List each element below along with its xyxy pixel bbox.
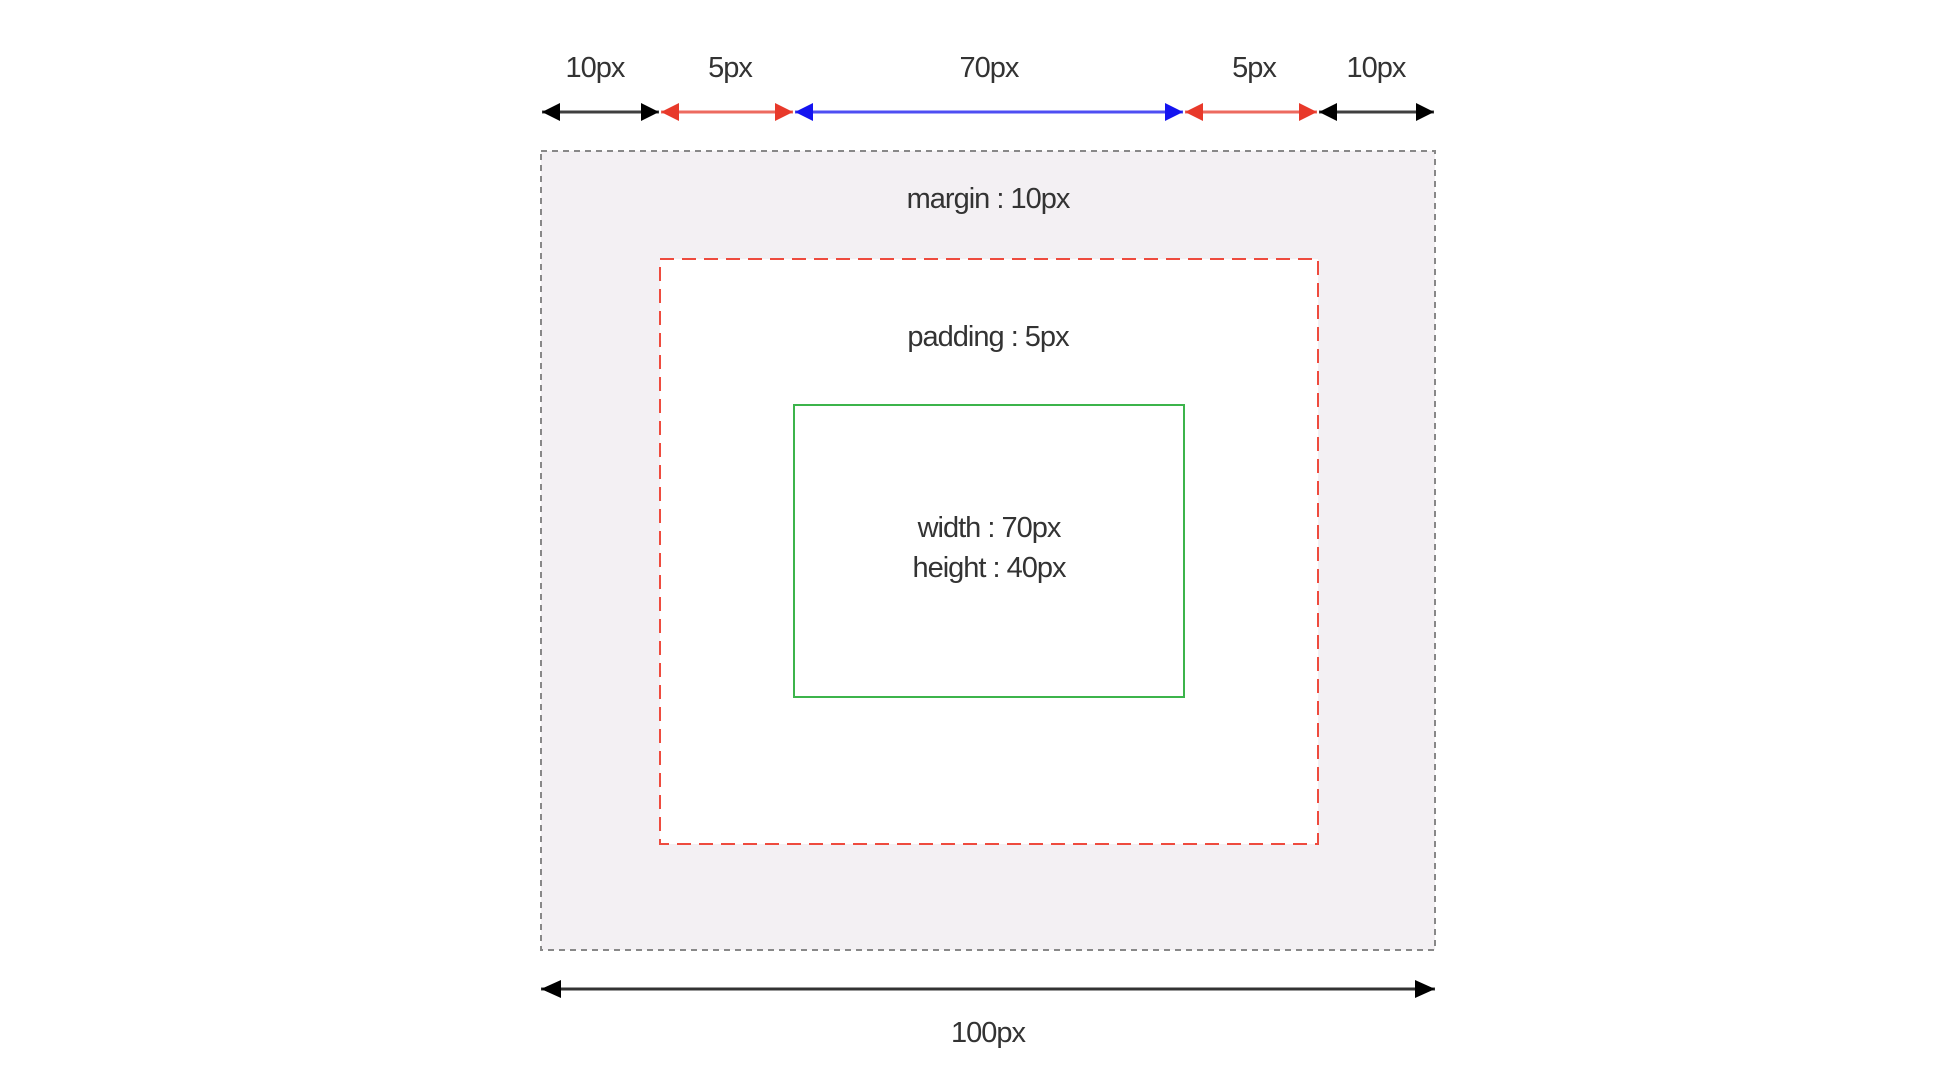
margin-label: margin : 10px: [907, 183, 1071, 215]
dimension-arrow-2: 70px: [795, 52, 1183, 121]
content-height-label: height : 40px: [912, 552, 1067, 584]
dimension-arrow-4: 10px: [1319, 52, 1434, 121]
dimension-arrow-1: 5px: [661, 52, 793, 121]
content-box: [793, 404, 1185, 698]
dimension-arrow-0: 10px: [542, 52, 659, 121]
dimension-label-1: 5px: [708, 52, 753, 84]
dimension-label-0: 10px: [566, 52, 626, 84]
padding-label: padding : 5px: [907, 321, 1070, 353]
dimension-label-4: 10px: [1347, 52, 1407, 84]
dimension-label-3: 5px: [1232, 52, 1277, 84]
dimension-label-2: 70px: [960, 52, 1020, 84]
total-width-arrow: [541, 980, 1435, 998]
content-width-label: width : 70px: [917, 512, 1062, 544]
total-width-label: 100px: [951, 1017, 1027, 1049]
dimension-arrow-3: 5px: [1185, 52, 1317, 121]
top-dimension-arrows: 10px 5px 70px 5px 10px: [542, 52, 1434, 121]
